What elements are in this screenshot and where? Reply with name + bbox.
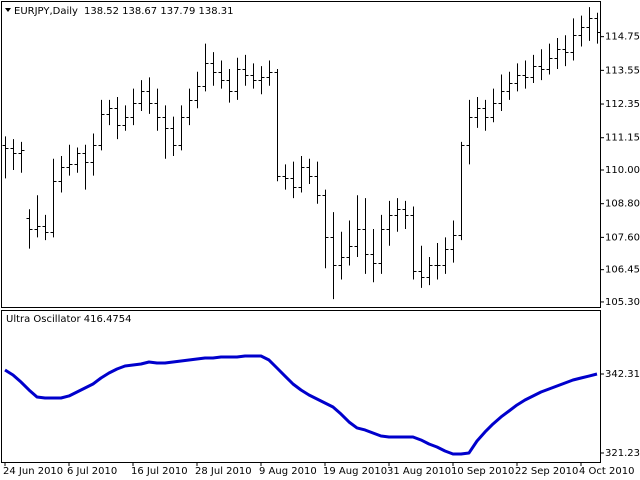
dropdown-icon <box>5 8 11 12</box>
y-tick-label: 111.15 <box>605 133 640 144</box>
x-tick-label: 4 Oct 2010 <box>579 466 634 477</box>
y-tick-label: 107.60 <box>605 232 640 243</box>
y-tick-label: 110.00 <box>605 165 640 176</box>
oscillator-panel <box>1 310 601 463</box>
y-tick-label: 113.55 <box>605 65 640 76</box>
y-tick-label: 114.75 <box>605 32 640 43</box>
y-tick-label: 112.35 <box>605 99 640 110</box>
y-tick-label: 321.2366 <box>605 448 640 459</box>
ohlc-label: 138.52 138.67 137.79 138.31 <box>84 6 234 17</box>
oscillator-title: Ultra Oscillator 416.4754 <box>6 314 132 325</box>
x-tick-label: 16 Jul 2010 <box>131 466 188 477</box>
x-tick-label: 24 Jun 2010 <box>3 466 63 477</box>
y-tick-label: 108.80 <box>605 199 640 210</box>
x-tick-label: 9 Aug 2010 <box>259 466 317 477</box>
x-tick-label: 10 Sep 2010 <box>451 466 514 477</box>
x-tick-label: 19 Aug 2010 <box>323 466 387 477</box>
x-tick-label: 22 Sep 2010 <box>515 466 578 477</box>
x-tick-label: 6 Jul 2010 <box>67 466 117 477</box>
y-tick-label: 106.45 <box>605 265 640 276</box>
y-tick-label: 105.30 <box>605 297 640 308</box>
price-panel <box>1 1 601 308</box>
y-tick-label: 342.3183 <box>605 369 640 380</box>
x-tick-label: 31 Aug 2010 <box>387 466 451 477</box>
x-tick-label: 28 Jul 2010 <box>195 466 252 477</box>
oscillator-line <box>4 354 598 456</box>
symbol-title: EURJPY,Daily <box>14 6 78 17</box>
